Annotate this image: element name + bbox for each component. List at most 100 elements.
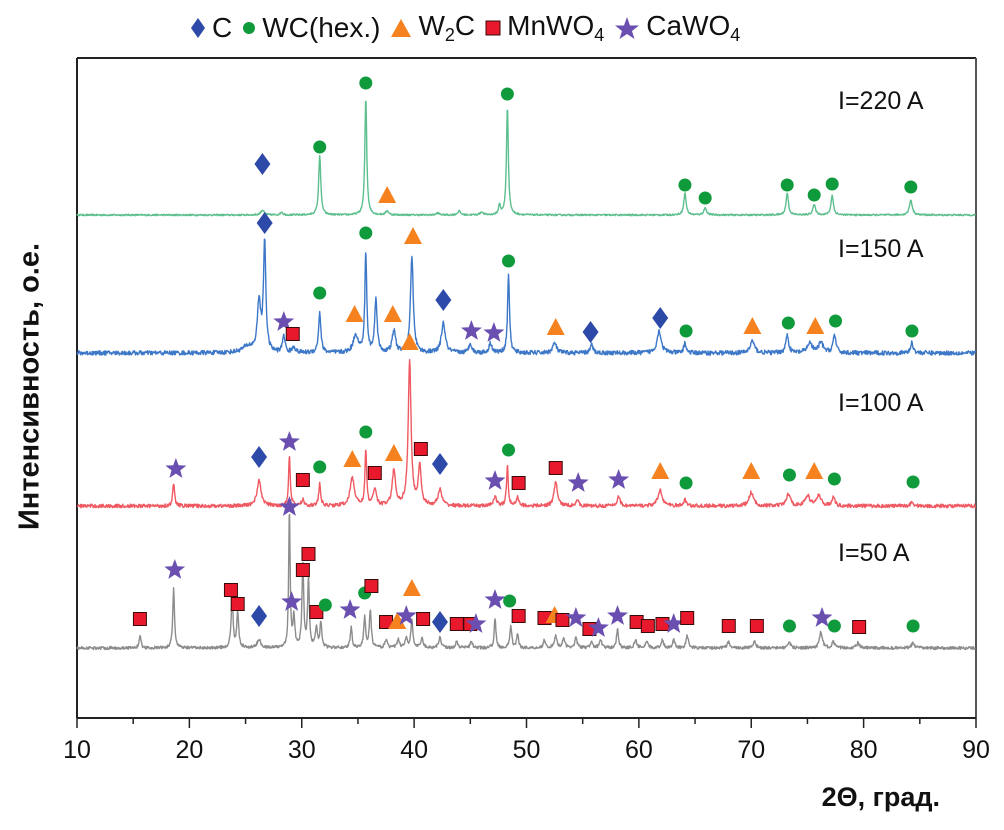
marker-w2c (383, 305, 402, 322)
legend-label: WC(hex.) (262, 12, 381, 43)
marker-wc (782, 619, 796, 633)
marker-wc (359, 226, 373, 240)
marker-wc (313, 140, 327, 154)
marker-wc (679, 324, 693, 338)
trace-label: I=100 A (838, 389, 924, 417)
legend-item-c: C (190, 12, 232, 44)
marker-cawo4 (165, 458, 187, 478)
marker-cawo4 (465, 613, 487, 633)
marker-c (251, 446, 268, 468)
trace-220a (76, 100, 976, 217)
trace-label: I=150 A (838, 235, 924, 263)
marker-mnwo4 (301, 547, 316, 561)
marker-wc (906, 475, 920, 489)
marker-w2c (400, 333, 419, 350)
marker-wc (359, 425, 373, 439)
x-tick-label: 80 (850, 736, 878, 764)
x-tick-label: 90 (962, 736, 990, 764)
marker-c (251, 605, 268, 627)
x-axis-label: 2Θ, град. (821, 782, 940, 812)
marker-w2c (343, 450, 362, 467)
marker-mnwo4 (132, 612, 147, 626)
marker-mnwo4 (852, 620, 867, 634)
x-tick-label: 70 (737, 736, 765, 764)
marker-wc (502, 254, 516, 268)
marker-mnwo4 (285, 327, 300, 341)
legend: C WC(hex.) W2C MnWO4 CaWO4 (190, 4, 750, 52)
marker-mnwo4 (548, 461, 563, 475)
marker-cawo4 (607, 605, 628, 625)
marker-mnwo4 (223, 583, 238, 597)
marker-c (435, 289, 452, 311)
marker-cawo4 (565, 607, 587, 627)
marker-mnwo4 (295, 473, 310, 487)
marker-w2c (388, 612, 407, 629)
marker-cawo4 (588, 617, 609, 637)
trace-50a (76, 513, 976, 651)
legend-label: W2C (418, 10, 476, 45)
marker-mnwo4 (640, 619, 655, 633)
square-marker-icon (485, 20, 501, 36)
x-tick-label: 60 (625, 736, 653, 764)
marker-wc (905, 324, 919, 338)
marker-w2c (806, 317, 825, 334)
marker-c (582, 321, 599, 343)
marker-mnwo4 (413, 442, 428, 456)
marker-mnwo4 (655, 617, 670, 631)
legend-label: C (212, 12, 233, 43)
triangle-marker-icon (391, 19, 412, 37)
marker-mnwo4 (364, 579, 379, 593)
marker-cawo4 (164, 559, 186, 579)
legend-item-w2c: W2C (390, 10, 475, 46)
marker-cawo4 (484, 470, 506, 490)
marker-wc (807, 188, 821, 202)
marker-w2c (378, 186, 397, 203)
marker-cawo4 (811, 607, 833, 627)
marker-w2c (404, 227, 423, 244)
marker-mnwo4 (416, 612, 431, 626)
x-axis: 10 20 30 40 50 60 70 80 90 (63, 718, 990, 764)
star-marker-icon (615, 17, 640, 39)
marker-wc (780, 178, 794, 192)
marker-wc (503, 594, 517, 608)
marker-cawo4 (567, 472, 589, 492)
marker-mnwo4 (511, 476, 526, 490)
marker-mnwo4 (309, 605, 324, 619)
legend-label: CaWO4 (646, 10, 741, 45)
trace-100a (76, 359, 977, 509)
marker-cawo4 (281, 591, 303, 611)
marker-c (254, 153, 271, 175)
marker-wc (500, 87, 514, 101)
x-tick-label: 50 (513, 736, 541, 764)
marker-wc (502, 443, 516, 457)
marker-wc (318, 598, 332, 612)
trace-labels: I=220 A I=150 A I=100 A I=50 A (838, 87, 924, 567)
marker-wc (782, 468, 796, 482)
marker-wc (678, 178, 692, 192)
marker-cawo4 (395, 605, 417, 625)
marker-mnwo4 (721, 619, 736, 633)
trace-label: I=220 A (838, 87, 924, 115)
marker-w2c (805, 462, 824, 479)
marker-wc (906, 619, 920, 633)
x-tick-label: 40 (400, 736, 428, 764)
marker-cawo4 (608, 469, 630, 489)
marker-mnwo4 (449, 617, 464, 631)
marker-wc (359, 76, 373, 90)
marker-cawo4 (273, 311, 295, 331)
x-tick-label: 10 (63, 736, 91, 764)
marker-wc (679, 476, 693, 490)
marker-c (431, 453, 448, 475)
marker-wc (827, 619, 841, 633)
marker-wc (825, 177, 839, 191)
marker-c (431, 611, 448, 633)
x-tick-label: 20 (175, 736, 203, 764)
marker-mnwo4 (295, 563, 310, 577)
trace-150a (76, 238, 977, 356)
legend-label: MnWO4 (507, 10, 605, 45)
traces (76, 100, 977, 651)
marker-mnwo4 (511, 609, 526, 623)
circle-marker-icon (243, 22, 256, 34)
marker-c (652, 307, 669, 329)
